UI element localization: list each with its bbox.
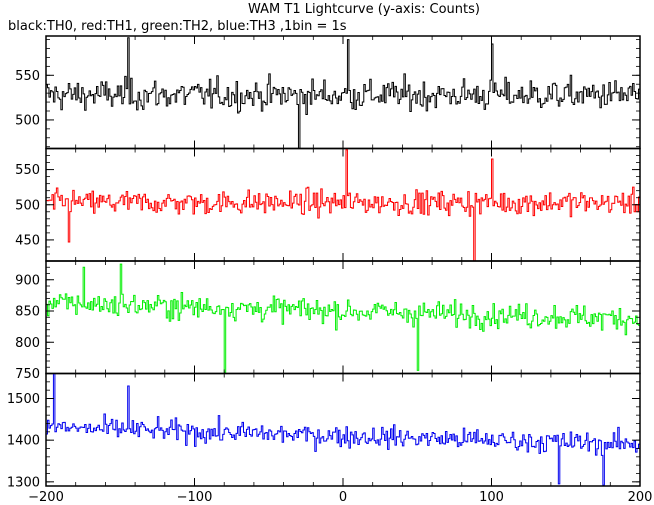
y-tick-label: 1500 — [7, 392, 40, 407]
x-tick-label: 0 — [339, 490, 347, 505]
x-tick-label: −100 — [177, 490, 213, 505]
x-axis-tick-labels: −200 −100 0 100 200 — [28, 490, 652, 505]
series-line-th3 — [46, 373, 640, 486]
chart-title: WAM T1 Lightcurve (y-axis: Counts) — [248, 2, 480, 17]
panels-group: 500 550 450 500 550 750 800 850 900 1300 1400 1500 — [7, 35, 641, 490]
y-tick-label: 550 — [15, 69, 40, 84]
y-tick-label: 800 — [15, 336, 40, 351]
y-tick-label: 450 — [15, 233, 40, 248]
x-tick-label: 200 — [628, 490, 653, 505]
panel-th3: 1300 1400 1500 — [7, 372, 641, 490]
panel-th2: 750 800 850 900 — [15, 260, 641, 382]
y-tick-label: 1300 — [7, 475, 40, 490]
series-line-th0 — [46, 37, 640, 149]
series-line-th2 — [46, 263, 640, 373]
y-tick-label: 1400 — [7, 434, 40, 449]
y-tick-label: 850 — [15, 305, 40, 320]
chart-subtitle: black:TH0, red:TH1, green:TH2, blue:TH3 … — [8, 19, 347, 34]
y-tick-label: 500 — [15, 198, 40, 213]
y-tick-label: 500 — [15, 113, 40, 128]
series-line-th1 — [46, 149, 640, 261]
panel-th1: 450 500 550 — [15, 147, 641, 262]
panel-frame — [45, 372, 641, 487]
y-tick-label: 750 — [15, 367, 40, 382]
panel-th0: 500 550 — [15, 35, 641, 150]
y-tick-label: 550 — [15, 163, 40, 178]
y-tick-label: 900 — [15, 273, 40, 288]
x-tick-label: 100 — [479, 490, 504, 505]
x-tick-label: −200 — [28, 490, 64, 505]
